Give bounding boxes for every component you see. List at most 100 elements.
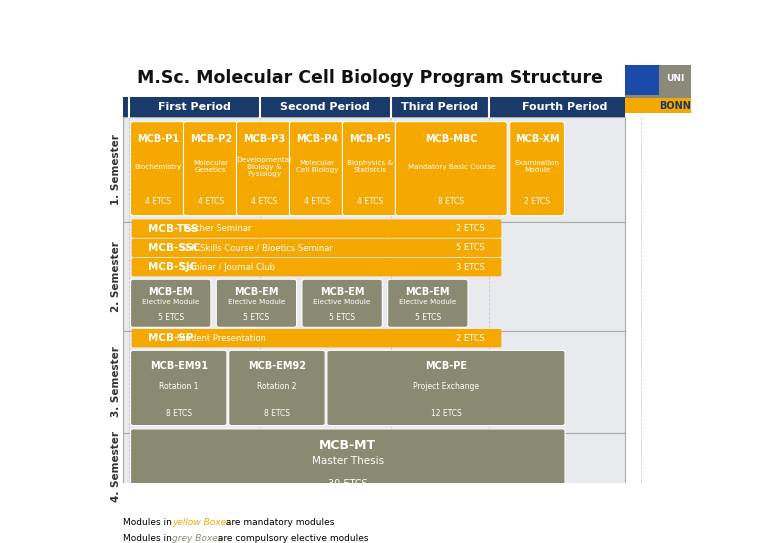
FancyBboxPatch shape [123,97,624,117]
Text: 1. Semester: 1. Semester [111,134,121,205]
Text: yellow Boxes: yellow Boxes [172,518,231,527]
FancyBboxPatch shape [217,279,296,327]
Text: Molecular
Cell Biology: Molecular Cell Biology [296,160,338,173]
Text: Seminar / Journal Club: Seminar / Journal Club [181,263,275,272]
FancyBboxPatch shape [132,219,502,238]
Text: MCB-EM: MCB-EM [234,287,279,296]
Text: 5 ETCS: 5 ETCS [329,313,355,321]
Text: Project Exchange: Project Exchange [413,382,479,391]
Text: MCB-SJC: MCB-SJC [148,262,197,272]
FancyBboxPatch shape [624,98,691,113]
FancyBboxPatch shape [302,279,382,327]
Text: 4 ETCS: 4 ETCS [251,198,277,206]
Text: Second Period: Second Period [280,103,370,112]
FancyBboxPatch shape [132,329,502,348]
Text: First Period: First Period [157,103,230,112]
Text: Student Presentation: Student Presentation [177,334,266,343]
Text: MCB-EM: MCB-EM [319,287,364,296]
Text: Elective Module: Elective Module [313,299,371,305]
Text: MCB-P2: MCB-P2 [190,135,232,144]
FancyBboxPatch shape [131,122,185,216]
Text: Soft Skills Course / Bioetics Seminar: Soft Skills Course / Bioetics Seminar [181,243,333,252]
Text: 2 ETCS: 2 ETCS [455,224,485,233]
Text: 8 ETCS: 8 ETCS [439,198,465,206]
Text: Elective Module: Elective Module [399,299,456,305]
Text: Master Thesis: Master Thesis [312,456,384,466]
FancyBboxPatch shape [388,279,468,327]
FancyBboxPatch shape [624,65,659,95]
FancyBboxPatch shape [237,122,291,216]
Text: 4 ETCS: 4 ETCS [304,198,330,206]
FancyBboxPatch shape [343,122,397,216]
FancyBboxPatch shape [184,122,238,216]
Text: 4 ETCS: 4 ETCS [145,198,171,206]
Text: MCB-SSC: MCB-SSC [148,243,200,253]
Text: Rotation 2: Rotation 2 [257,382,296,391]
Text: MCB-EM: MCB-EM [148,287,193,296]
Text: grey Boxes: grey Boxes [172,534,223,543]
FancyBboxPatch shape [290,122,344,216]
Text: MCB-MT: MCB-MT [319,439,376,452]
Text: MCB-P3: MCB-P3 [243,135,285,144]
Text: MCB-SP: MCB-SP [148,333,194,343]
Text: 12 ETCS: 12 ETCS [431,409,462,418]
Text: Molecular
Genetics: Molecular Genetics [194,160,228,173]
FancyBboxPatch shape [396,122,508,216]
Text: 3. Semester: 3. Semester [111,346,121,418]
Text: are mandatory modules: are mandatory modules [223,518,334,527]
Text: 5 ETCS: 5 ETCS [243,313,270,321]
Text: MCB-EM92: MCB-EM92 [248,361,306,371]
Text: Rotation 1: Rotation 1 [159,382,198,391]
Text: 5 ETCS: 5 ETCS [415,313,441,321]
Text: MCB-PE: MCB-PE [425,361,467,371]
Text: MCB-P5: MCB-P5 [349,135,391,144]
Text: MCB-XM: MCB-XM [515,135,559,144]
Text: 4 ETCS: 4 ETCS [198,198,224,206]
Text: 8 ETCS: 8 ETCS [264,409,290,418]
Text: Developmental
Biology &
Pysiology: Developmental Biology & Pysiology [237,157,291,177]
Text: MCB-EM91: MCB-EM91 [150,361,207,371]
Text: 5 ETCS: 5 ETCS [455,243,485,252]
FancyBboxPatch shape [327,350,565,426]
Text: Elective Module: Elective Module [142,299,200,305]
Text: 4. Semester: 4. Semester [111,431,121,502]
FancyBboxPatch shape [131,429,565,496]
Text: MCB-P4: MCB-P4 [296,135,338,144]
FancyBboxPatch shape [123,433,624,500]
Text: BONN: BONN [659,100,691,111]
FancyBboxPatch shape [229,350,325,426]
Text: 5 ETCS: 5 ETCS [157,313,184,321]
Text: Third Period: Third Period [401,103,478,112]
Text: MCB-EM: MCB-EM [406,287,450,296]
Text: MCB-P1: MCB-P1 [137,135,179,144]
FancyBboxPatch shape [131,350,227,426]
FancyBboxPatch shape [624,65,691,113]
FancyBboxPatch shape [132,239,502,257]
Text: 4 ETCS: 4 ETCS [356,198,383,206]
Text: Examination
Module: Examination Module [515,160,559,173]
Text: Modules in: Modules in [123,518,174,527]
Text: Modules in: Modules in [123,534,174,543]
Text: Elective Module: Elective Module [228,299,285,305]
Text: Biochemistry: Biochemistry [134,164,181,170]
FancyBboxPatch shape [123,222,624,331]
Text: M.Sc. Molecular Cell Biology Program Structure: M.Sc. Molecular Cell Biology Program Str… [137,70,603,87]
Text: 2 ETCS: 2 ETCS [455,334,485,343]
Text: MCB-MBC: MCB-MBC [425,135,478,144]
Text: 30 ETCS: 30 ETCS [328,479,368,489]
FancyBboxPatch shape [510,122,564,216]
Text: 8 ETCS: 8 ETCS [166,409,192,418]
Text: Teacher Seminar: Teacher Seminar [181,224,251,233]
Text: are compulsory elective modules: are compulsory elective modules [215,534,369,543]
Text: Fourth Period: Fourth Period [522,103,607,112]
FancyBboxPatch shape [123,117,624,222]
Text: 2 ETCS: 2 ETCS [524,198,550,206]
FancyBboxPatch shape [123,331,624,433]
FancyBboxPatch shape [132,258,502,276]
FancyBboxPatch shape [131,279,211,327]
Text: Mandatory Basic Course: Mandatory Basic Course [408,164,495,170]
Text: Biophysics &
Statistcis: Biophysics & Statistcis [346,160,393,173]
Text: MCB-TSS: MCB-TSS [148,224,199,233]
Text: 2. Semester: 2. Semester [111,241,121,312]
Text: UNI: UNI [666,74,684,83]
